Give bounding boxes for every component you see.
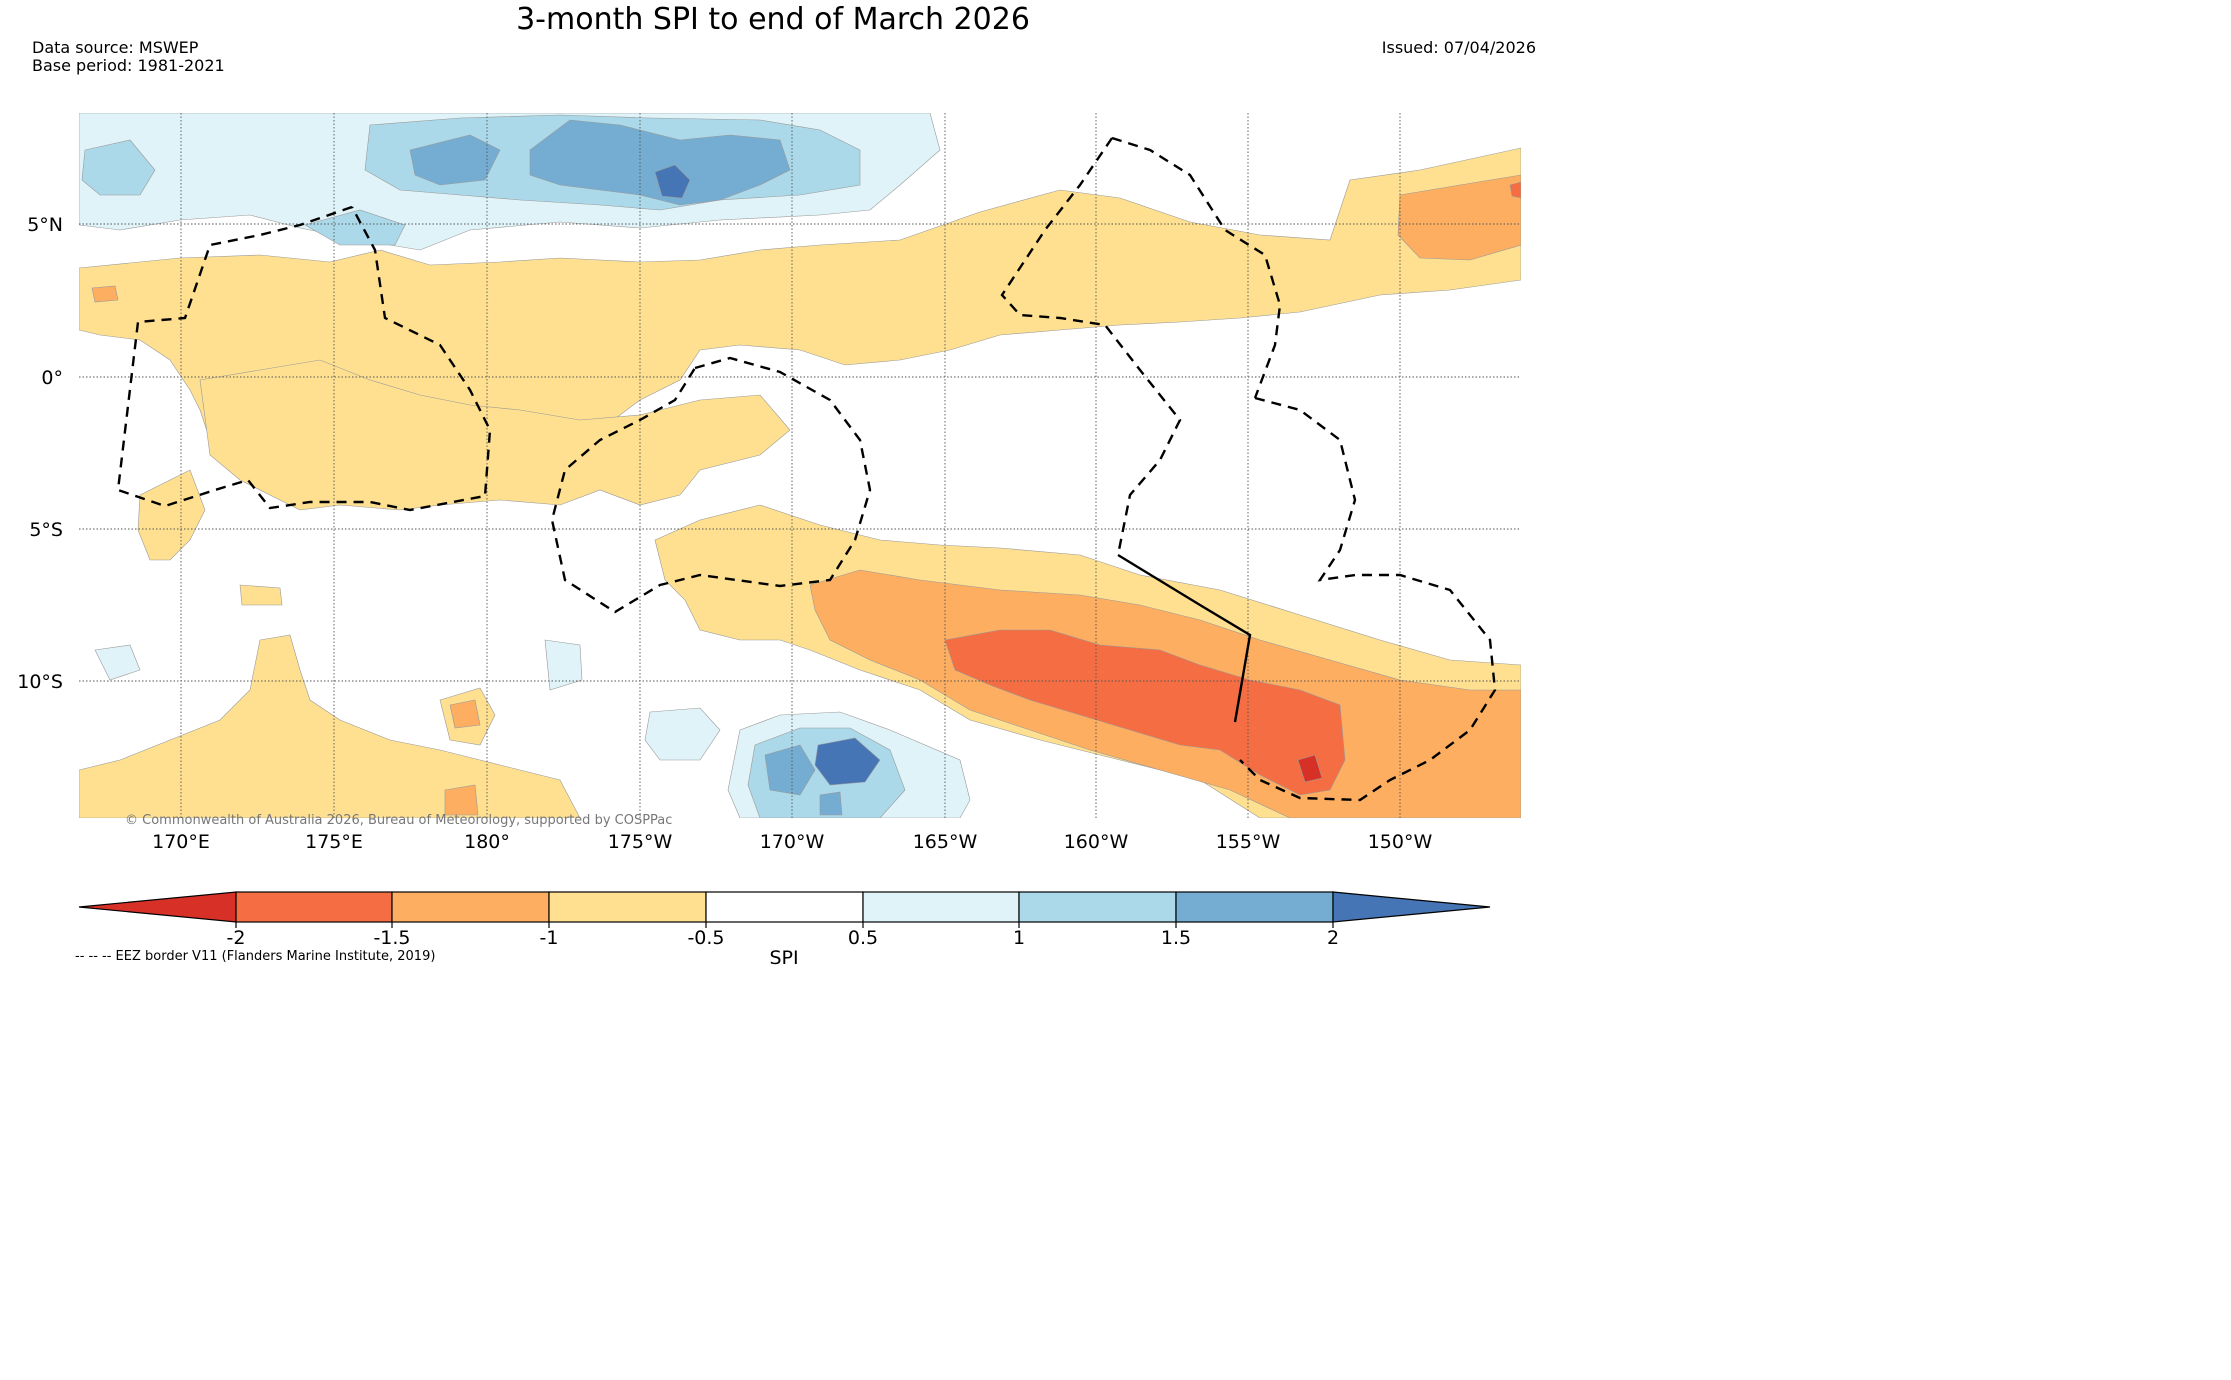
wet-area-north-4: [409, 134, 501, 186]
eez-tuvalu-kiribati-west: [116, 205, 492, 512]
wet-area-south-3: [764, 744, 816, 796]
lon-label-170w: 170°W: [760, 831, 825, 853]
wet-area-north-5: [529, 119, 791, 206]
colorbar-tick-15: 1.5: [1161, 927, 1191, 949]
lat-label-10s: 10°S: [17, 671, 63, 693]
lat-label-0: 0°: [41, 367, 63, 389]
dry-area-southwest-4: [239, 584, 283, 606]
lat-label-5n: 5°N: [27, 214, 63, 236]
dry-area-north-2: [1509, 181, 1521, 199]
colorbar: [78, 891, 1491, 923]
lon-label-150w: 150°W: [1368, 831, 1433, 853]
eez-french-polynesia: [1239, 396, 1497, 802]
colorbar-tick-m2: -2: [227, 927, 246, 949]
wet-area-south: [644, 707, 721, 761]
eez-line-islands-north: [1111, 136, 1282, 399]
lon-label-175e: 175°E: [305, 831, 363, 853]
lon-label-180: 180°: [464, 831, 510, 853]
colorbar-segment-m15-m1: [391, 891, 550, 923]
colorbar-tick-m05: -0.5: [687, 927, 724, 949]
colorbar-segment-05-1: [862, 891, 1020, 923]
base-period-text: Base period: 1981-2021: [32, 56, 225, 75]
wet-area-south-7: [544, 639, 583, 691]
dry-belt-south-2: [944, 629, 1346, 796]
colorbar-tick-m1: -1: [540, 927, 559, 949]
dry-area-central: [199, 359, 791, 511]
colorbar-tick-1: 1: [1013, 927, 1025, 949]
map-title: 3-month SPI to end of March 2026: [516, 2, 1030, 37]
colorbar-tick-05: 0.5: [848, 927, 878, 949]
dry-belt-south-3: [1297, 754, 1323, 783]
spi-field: [79, 113, 1521, 818]
dry-area-southwest-2: [449, 699, 481, 729]
eez-borders: [116, 136, 1497, 802]
colorbar-extend-high: [1332, 891, 1491, 923]
lon-label-160w: 160°W: [1064, 831, 1129, 853]
lon-label-165w: 165°W: [913, 831, 978, 853]
colorbar-extend-low: [78, 891, 237, 923]
eez-solid-border: [1117, 553, 1252, 723]
colorbar-segment-15-2: [1175, 891, 1334, 923]
wet-area-north-3: [304, 209, 406, 246]
eez-line-islands-south: [1000, 137, 1182, 556]
lon-label-155w: 155°W: [1216, 831, 1281, 853]
dry-area-central-1: [137, 469, 206, 561]
dry-area-southwest: [79, 634, 581, 818]
dry-area-southwest-3: [444, 784, 479, 816]
dry-area-north-1: [1397, 174, 1521, 261]
lat-label-5s: 5°S: [29, 519, 63, 541]
colorbar-tick-2: 2: [1327, 927, 1339, 949]
lon-label-175w: 175°W: [608, 831, 673, 853]
issued-date-text: Issued: 07/04/2026: [1381, 38, 1536, 57]
eez-tokelau: [550, 356, 872, 614]
dry-area-north-3: [91, 285, 119, 303]
wet-area-south-5: [819, 791, 843, 816]
colorbar-segment-1-15: [1018, 891, 1177, 923]
wet-area-north-2: [81, 139, 156, 196]
wet-area-south-4: [814, 737, 881, 786]
lon-label-170e: 170°E: [152, 831, 210, 853]
copyright-text: © Commonwealth of Australia 2026, Bureau…: [125, 813, 672, 828]
colorbar-segment-m1-m05: [548, 891, 707, 923]
colorbar-segment-neutral: [705, 891, 864, 923]
wet-area-north-6: [654, 164, 691, 199]
colorbar-tick-m15: -1.5: [373, 927, 410, 949]
colorbar-title: SPI: [769, 947, 798, 969]
colorbar-ticks: [235, 922, 1334, 928]
colorbar-segment-m2-m15: [235, 891, 393, 923]
wet-area-south-6: [94, 644, 141, 681]
eez-legend-note: -- -- -- EEZ border V11 (Flanders Marine…: [75, 949, 435, 964]
data-source-text: Data source: MSWEP: [32, 38, 199, 57]
graticule: [79, 113, 1521, 818]
